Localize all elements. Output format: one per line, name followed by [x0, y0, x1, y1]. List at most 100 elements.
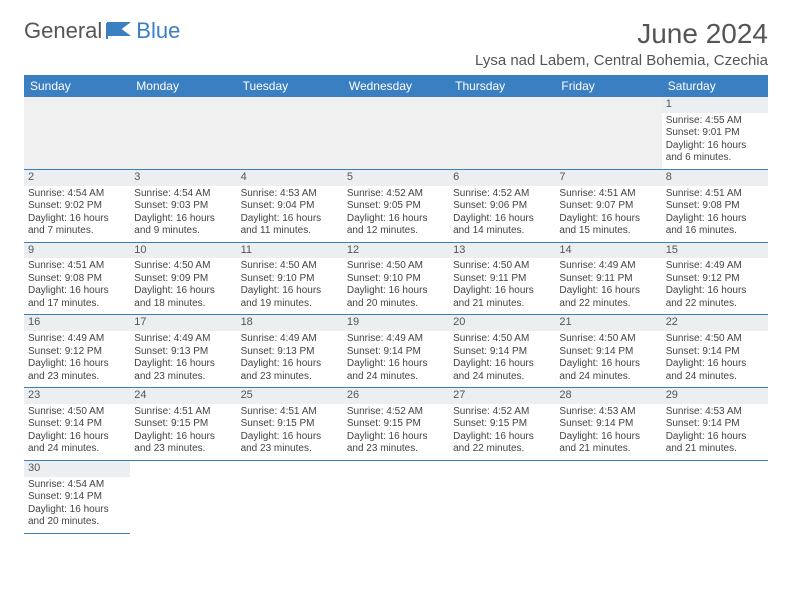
cell-line: Sunrise: 4:54 AM [28, 479, 126, 492]
cell-line: Sunrise: 4:50 AM [28, 406, 126, 419]
day-cell: 17Sunrise: 4:49 AMSunset: 9:13 PMDayligh… [130, 315, 236, 388]
cell-line: Sunset: 9:14 PM [559, 418, 657, 431]
day-cell: 4Sunrise: 4:53 AMSunset: 9:04 PMDaylight… [237, 169, 343, 242]
day-cell: 14Sunrise: 4:49 AMSunset: 9:11 PMDayligh… [555, 242, 661, 315]
cell-line: Sunset: 9:03 PM [134, 200, 232, 213]
day-cell: 23Sunrise: 4:50 AMSunset: 9:14 PMDayligh… [24, 388, 130, 461]
cell-line: Sunrise: 4:51 AM [28, 260, 126, 273]
cell-line: Daylight: 16 hours [559, 285, 657, 298]
day-cell: 13Sunrise: 4:50 AMSunset: 9:11 PMDayligh… [449, 242, 555, 315]
cell-line: Sunrise: 4:49 AM [241, 333, 339, 346]
cell-line: Sunset: 9:15 PM [134, 418, 232, 431]
day-header: Saturday [662, 75, 768, 97]
cell-line: and 24 minutes. [28, 443, 126, 456]
day-cell: 11Sunrise: 4:50 AMSunset: 9:10 PMDayligh… [237, 242, 343, 315]
cell-line: Sunset: 9:01 PM [666, 127, 764, 140]
cell-line: Sunset: 9:04 PM [241, 200, 339, 213]
empty-cell [555, 97, 661, 169]
cell-line: Sunset: 9:13 PM [134, 346, 232, 359]
calendar-body: 1Sunrise: 4:55 AMSunset: 9:01 PMDaylight… [24, 97, 768, 533]
day-cell: 24Sunrise: 4:51 AMSunset: 9:15 PMDayligh… [130, 388, 236, 461]
day-cell: 3Sunrise: 4:54 AMSunset: 9:03 PMDaylight… [130, 169, 236, 242]
cell-line: Sunset: 9:14 PM [347, 346, 445, 359]
day-number: 8 [662, 170, 768, 186]
day-number: 13 [449, 243, 555, 259]
title-block: June 2024 Lysa nad Labem, Central Bohemi… [475, 18, 768, 69]
flag-icon [106, 21, 132, 41]
cell-line: Sunrise: 4:55 AM [666, 115, 764, 128]
cell-line: Sunset: 9:10 PM [241, 273, 339, 286]
cell-line: Sunrise: 4:51 AM [666, 188, 764, 201]
day-cell: 26Sunrise: 4:52 AMSunset: 9:15 PMDayligh… [343, 388, 449, 461]
calendar-week: 1Sunrise: 4:55 AMSunset: 9:01 PMDaylight… [24, 97, 768, 169]
day-header: Monday [130, 75, 236, 97]
cell-line: and 23 minutes. [241, 371, 339, 384]
cell-line: Sunrise: 4:51 AM [241, 406, 339, 419]
cell-line: Sunrise: 4:52 AM [347, 406, 445, 419]
day-number: 17 [130, 315, 236, 331]
cell-line: Daylight: 16 hours [453, 213, 551, 226]
day-cell: 9Sunrise: 4:51 AMSunset: 9:08 PMDaylight… [24, 242, 130, 315]
cell-line: Sunset: 9:14 PM [666, 418, 764, 431]
cell-line: and 23 minutes. [241, 443, 339, 456]
month-title: June 2024 [475, 18, 768, 50]
cell-line: Sunset: 9:14 PM [666, 346, 764, 359]
day-cell: 12Sunrise: 4:50 AMSunset: 9:10 PMDayligh… [343, 242, 449, 315]
day-header: Wednesday [343, 75, 449, 97]
cell-line: and 24 minutes. [453, 371, 551, 384]
day-cell: 1Sunrise: 4:55 AMSunset: 9:01 PMDaylight… [662, 97, 768, 169]
cell-line: and 7 minutes. [28, 225, 126, 238]
cell-line: and 19 minutes. [241, 298, 339, 311]
blank-cell [449, 460, 555, 533]
cell-line: Daylight: 16 hours [28, 213, 126, 226]
cell-line: Sunrise: 4:50 AM [134, 260, 232, 273]
day-cell: 27Sunrise: 4:52 AMSunset: 9:15 PMDayligh… [449, 388, 555, 461]
cell-line: and 17 minutes. [28, 298, 126, 311]
cell-line: and 14 minutes. [453, 225, 551, 238]
calendar-week: 16Sunrise: 4:49 AMSunset: 9:12 PMDayligh… [24, 315, 768, 388]
cell-line: Sunrise: 4:50 AM [453, 333, 551, 346]
calendar-week: 9Sunrise: 4:51 AMSunset: 9:08 PMDaylight… [24, 242, 768, 315]
cell-line: Daylight: 16 hours [28, 285, 126, 298]
day-number: 20 [449, 315, 555, 331]
cell-line: and 21 minutes. [453, 298, 551, 311]
day-cell: 22Sunrise: 4:50 AMSunset: 9:14 PMDayligh… [662, 315, 768, 388]
empty-cell [237, 97, 343, 169]
cell-line: Daylight: 16 hours [559, 358, 657, 371]
cell-line: and 20 minutes. [28, 516, 126, 529]
cell-line: Daylight: 16 hours [666, 431, 764, 444]
cell-line: Daylight: 16 hours [347, 358, 445, 371]
blank-cell [130, 460, 236, 533]
cell-line: and 22 minutes. [666, 298, 764, 311]
day-number: 10 [130, 243, 236, 259]
cell-line: Daylight: 16 hours [134, 213, 232, 226]
cell-line: and 23 minutes. [134, 443, 232, 456]
day-cell: 6Sunrise: 4:52 AMSunset: 9:06 PMDaylight… [449, 169, 555, 242]
cell-line: Daylight: 16 hours [28, 504, 126, 517]
cell-line: and 23 minutes. [28, 371, 126, 384]
cell-line: and 15 minutes. [559, 225, 657, 238]
day-cell: 29Sunrise: 4:53 AMSunset: 9:14 PMDayligh… [662, 388, 768, 461]
cell-line: Sunset: 9:14 PM [28, 418, 126, 431]
cell-line: Sunrise: 4:54 AM [28, 188, 126, 201]
cell-line: Sunset: 9:13 PM [241, 346, 339, 359]
cell-line: and 18 minutes. [134, 298, 232, 311]
cell-line: and 20 minutes. [347, 298, 445, 311]
cell-line: Daylight: 16 hours [453, 431, 551, 444]
cell-line: Sunset: 9:11 PM [559, 273, 657, 286]
blank-cell [343, 460, 449, 533]
cell-line: Sunrise: 4:53 AM [241, 188, 339, 201]
cell-line: Sunrise: 4:49 AM [134, 333, 232, 346]
cell-line: Sunrise: 4:51 AM [134, 406, 232, 419]
calendar-table: SundayMondayTuesdayWednesdayThursdayFrid… [24, 75, 768, 534]
cell-line: Sunset: 9:06 PM [453, 200, 551, 213]
cell-line: Sunrise: 4:52 AM [453, 406, 551, 419]
day-number: 27 [449, 388, 555, 404]
cell-line: Daylight: 16 hours [453, 358, 551, 371]
cell-line: Sunset: 9:08 PM [28, 273, 126, 286]
cell-line: Sunset: 9:15 PM [347, 418, 445, 431]
cell-line: and 24 minutes. [559, 371, 657, 384]
cell-line: Daylight: 16 hours [28, 358, 126, 371]
calendar-week: 2Sunrise: 4:54 AMSunset: 9:02 PMDaylight… [24, 169, 768, 242]
location-line: Lysa nad Labem, Central Bohemia, Czechia [475, 52, 768, 69]
